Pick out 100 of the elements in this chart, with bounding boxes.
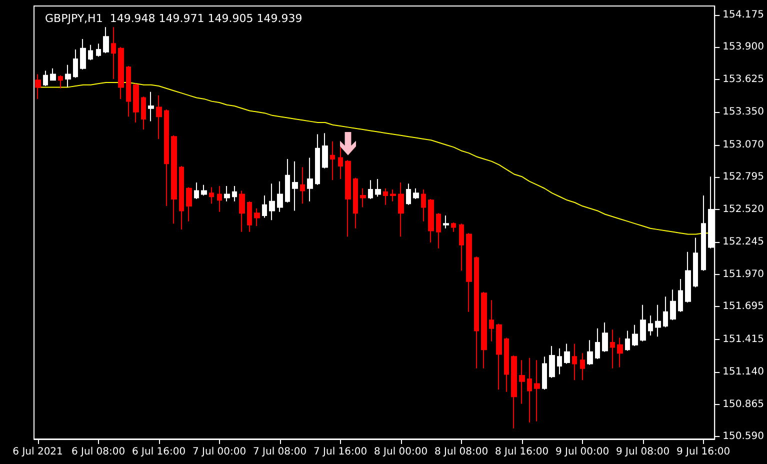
candlestick: [50, 68, 56, 81]
candlestick: [481, 291, 487, 369]
candlestick: [307, 157, 313, 202]
y-tick-label: 153.070: [722, 139, 764, 150]
candlestick: [171, 134, 177, 224]
candlestick: [292, 160, 298, 212]
candlestick: [572, 343, 577, 381]
candlestick: [443, 214, 449, 229]
candlestick: [406, 183, 411, 206]
candlestick: [542, 356, 547, 390]
y-tick-label: 154.175: [722, 9, 764, 20]
candlestick: [451, 222, 456, 232]
x-tick-label: 6 Jul 08:00: [71, 446, 126, 458]
candlestick: [557, 348, 562, 375]
x-tick-label: 7 Jul 16:00: [313, 446, 368, 458]
candlestick: [73, 49, 78, 78]
candlestick: [345, 160, 351, 238]
candlestick: [625, 330, 630, 352]
candlestick: [186, 186, 192, 222]
candlestick: [466, 232, 472, 312]
candlestick: [534, 360, 540, 422]
candlestick: [421, 189, 426, 222]
y-tick-label: 153.625: [722, 74, 764, 86]
candlestick: [58, 74, 63, 89]
candlestick: [670, 289, 676, 321]
candlestick: [496, 323, 502, 390]
candlestick: [685, 251, 691, 304]
candlestick: [580, 352, 585, 381]
candlestick: [617, 337, 623, 368]
y-tick-label: 153.900: [722, 42, 764, 53]
candlestick: [564, 343, 570, 364]
candlestick: [360, 188, 366, 208]
candlestick: [398, 182, 404, 238]
candlestick: [663, 296, 668, 328]
y-tick-label: 152.795: [722, 172, 764, 183]
candlestick: [300, 166, 305, 204]
candlestick: [587, 340, 593, 366]
candlestick: [126, 66, 131, 118]
x-tick-label: 8 Jul 00:00: [374, 446, 428, 458]
candlestick: [148, 91, 154, 122]
candlestick: [459, 223, 464, 272]
candlestick: [678, 278, 683, 312]
candlestick: [269, 183, 275, 221]
y-tick-label: 151.140: [722, 366, 764, 378]
x-tick-label: 9 Jul 08:00: [616, 446, 670, 458]
candlestick: [285, 158, 290, 203]
candlestick: [179, 166, 184, 230]
candlestick: [549, 346, 555, 378]
candlestick: [43, 70, 48, 87]
y-tick-label: 150.865: [722, 398, 764, 410]
candlestick: [595, 328, 600, 360]
candlestick: [232, 186, 237, 202]
candlestick: [330, 140, 335, 181]
candlestick: [239, 190, 245, 232]
candlestick: [224, 186, 230, 202]
candlestick: [527, 357, 532, 424]
candlestick: [511, 354, 517, 429]
candlestick: [262, 194, 267, 218]
text: GBPJPY,H1 149.948 149.971 149.905 149.939: [45, 12, 302, 25]
candlestick: [610, 329, 615, 369]
y-tick-label: 151.415: [722, 334, 764, 346]
candlestick: [96, 43, 101, 58]
candlestick: [201, 184, 207, 196]
x-tick-label: 7 Jul 00:00: [192, 446, 246, 458]
candlestick: [35, 74, 41, 100]
candlestick: [254, 208, 260, 227]
candlestick: [118, 46, 124, 100]
candlestick: [519, 360, 525, 404]
x-tick-label: 9 Jul 00:00: [555, 446, 610, 458]
candlestick: [65, 64, 71, 88]
y-tick-label: 151.970: [722, 268, 764, 280]
x-tick-label: 8 Jul 16:00: [494, 446, 549, 458]
y-tick-label: 152.245: [722, 236, 764, 248]
candlestick: [693, 237, 698, 288]
candlestick: [80, 38, 86, 70]
candlestick: [111, 26, 116, 80]
candlestick: [383, 188, 388, 206]
candlestick: [504, 337, 509, 392]
candlestick: [632, 324, 638, 347]
x-tick-label: 7 Jul 08:00: [252, 446, 307, 458]
x-tick-label: 6 Jul 2021: [12, 446, 63, 458]
candlestick: [194, 182, 199, 200]
x-tick-label: 6 Jul 16:00: [132, 446, 186, 458]
candlestick: [133, 83, 139, 123]
y-tick-label: 152.520: [722, 204, 764, 216]
x-tick-label: 8 Jul 08:00: [434, 446, 488, 458]
y-tick-label: 150.590: [722, 431, 764, 442]
candlestick: [156, 94, 162, 140]
candlestick: [428, 198, 434, 244]
candlestick: [209, 186, 214, 204]
candlestick: [602, 322, 608, 352]
candlestick: [88, 44, 93, 61]
candlestick: [315, 134, 320, 186]
candlestick: [640, 304, 646, 342]
candlestick: [413, 188, 419, 200]
candlestick: [390, 189, 396, 202]
candlestick: [141, 96, 146, 130]
candlestick: [701, 194, 706, 272]
candlestick: [655, 304, 661, 338]
x-tick-label: 9 Jul 16:00: [676, 446, 730, 458]
